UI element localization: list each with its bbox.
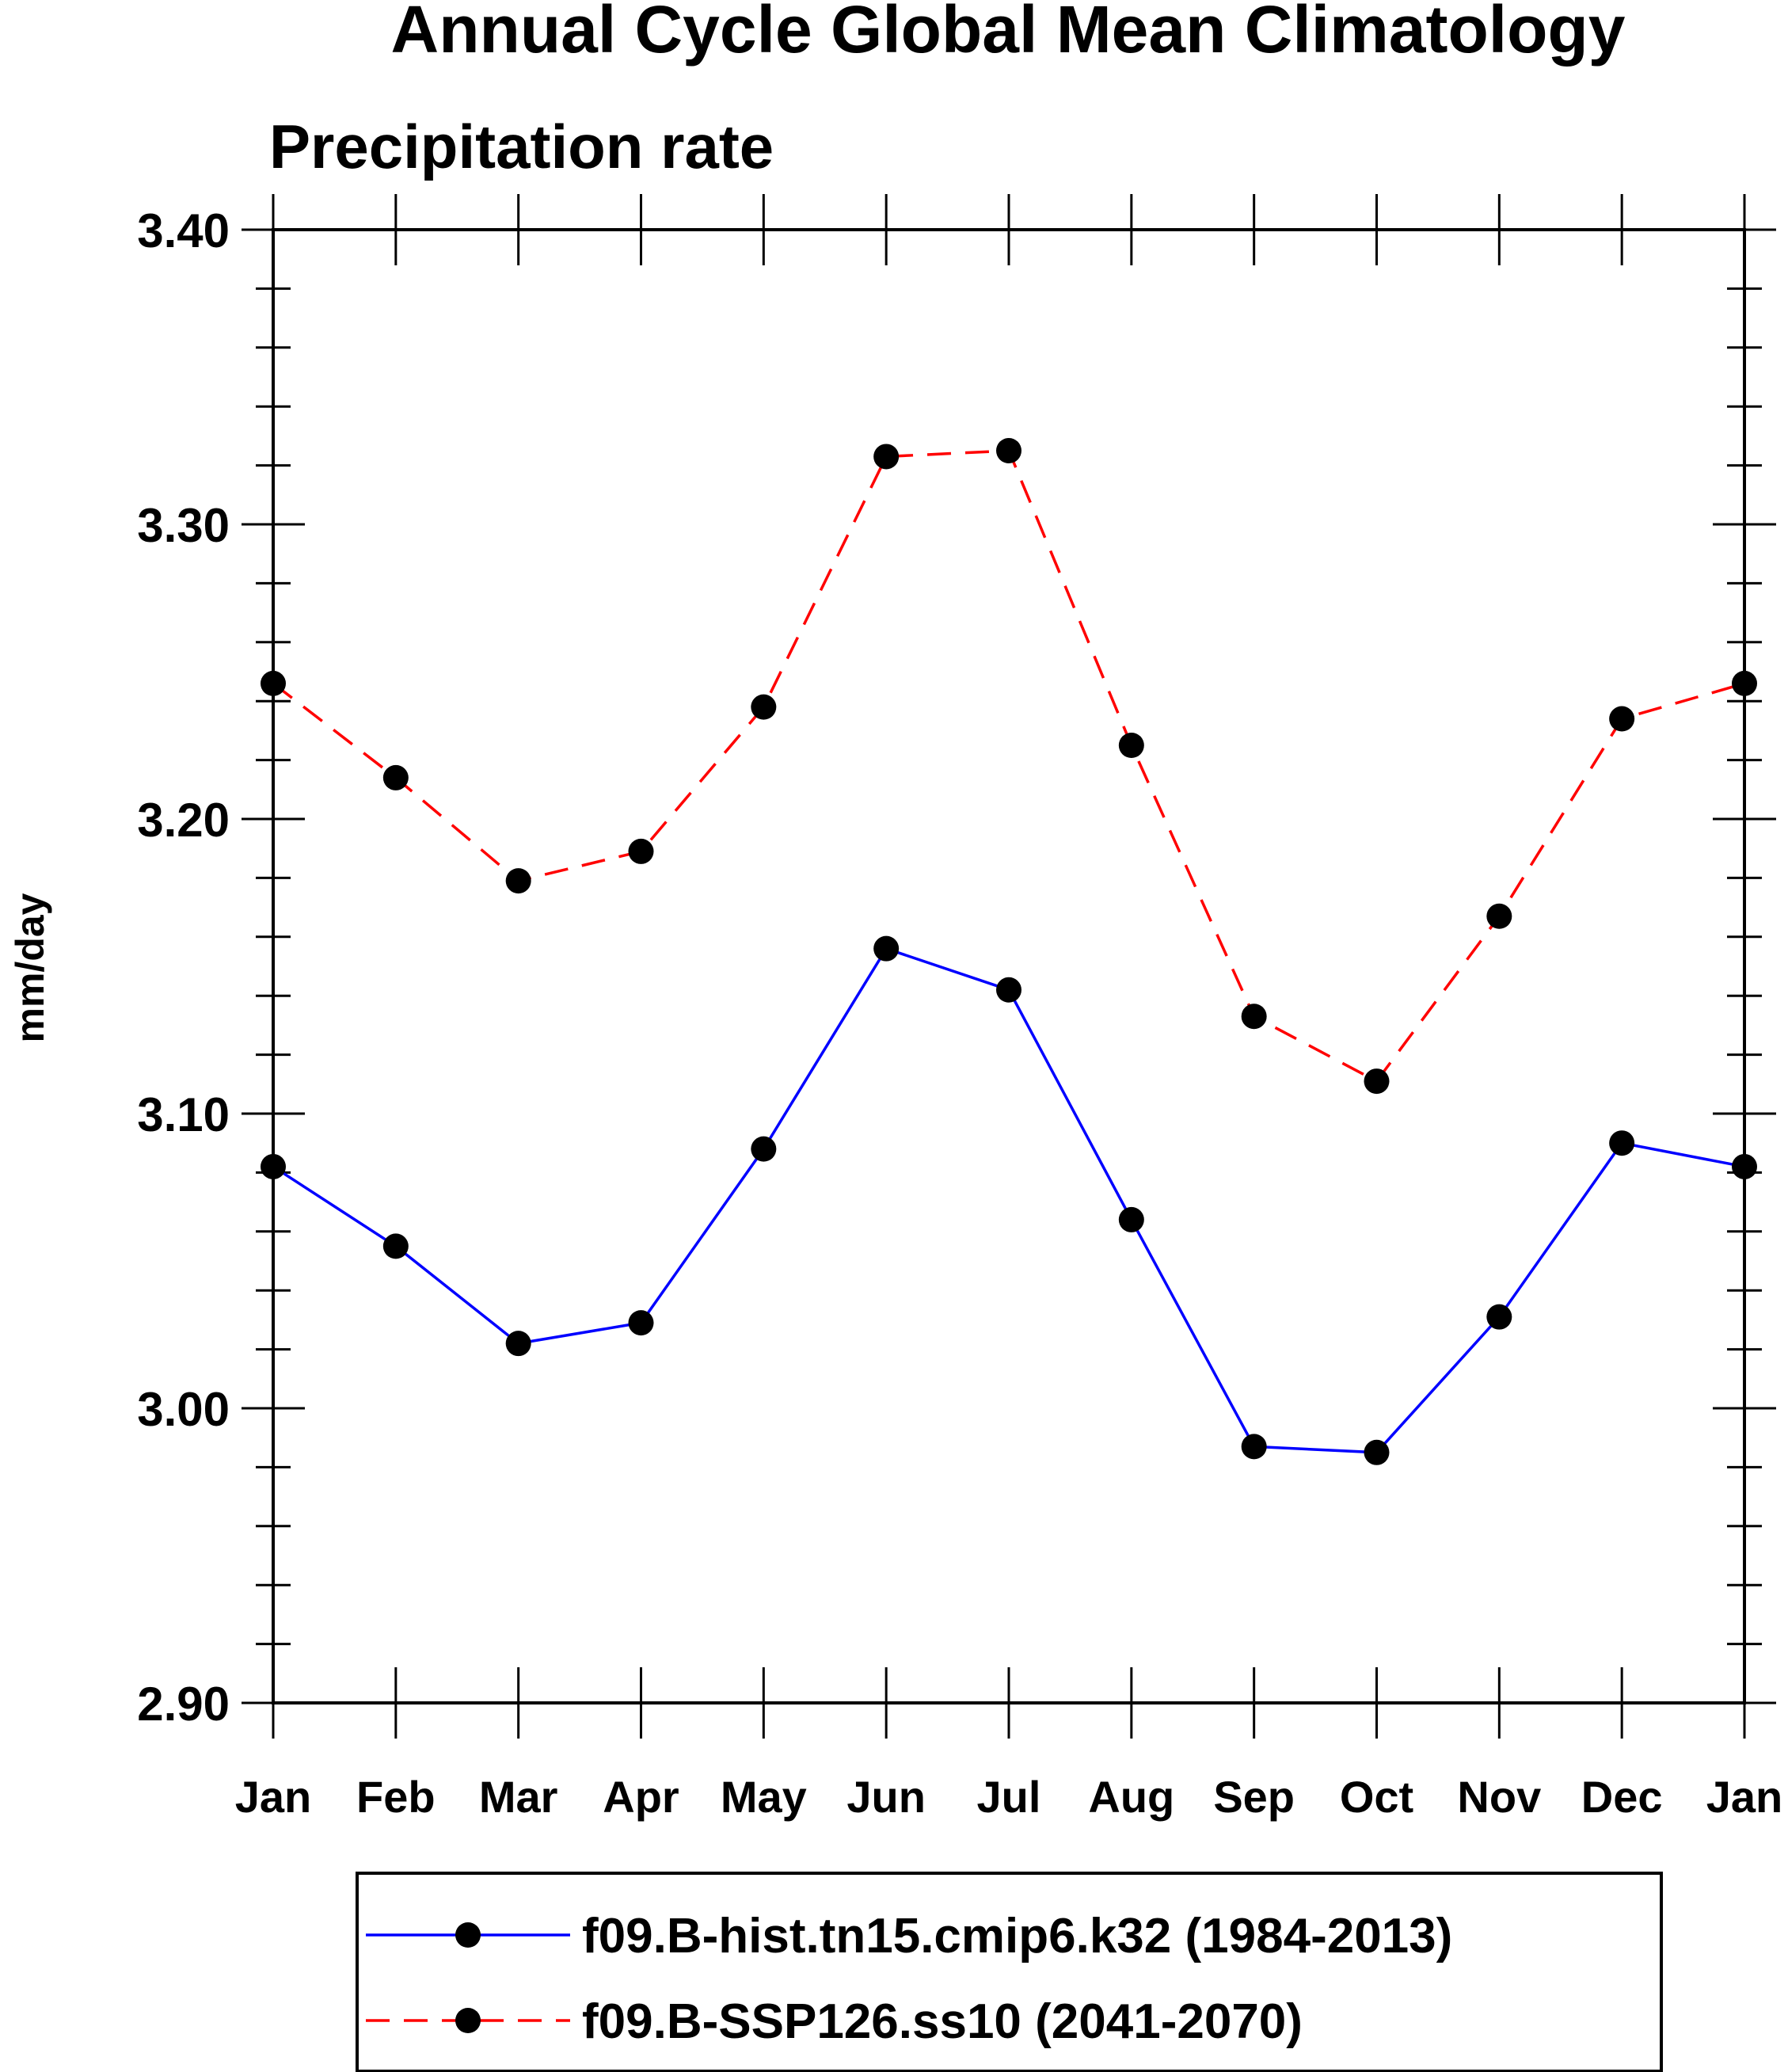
x-tick-label: Jan	[235, 1772, 312, 1822]
legend-marker-1	[455, 2008, 481, 2033]
data-point	[1732, 670, 1757, 696]
data-point	[1118, 733, 1144, 758]
y-axis-label: mm/day	[8, 893, 52, 1042]
y-tick-label: 3.30	[137, 499, 230, 552]
data-point	[1486, 1304, 1512, 1330]
data-point	[1241, 1004, 1267, 1030]
x-tick-label: Jul	[977, 1772, 1041, 1822]
x-tick-label: Feb	[356, 1772, 436, 1822]
y-tick-label: 3.10	[137, 1088, 230, 1141]
x-tick-label: Oct	[1340, 1772, 1413, 1822]
x-tick-label: Nov	[1457, 1772, 1541, 1822]
legend-label-1: f09.B-SSP126.ss10 (2041-2070)	[582, 1994, 1303, 2049]
data-point	[873, 935, 900, 962]
data-point	[382, 1233, 409, 1259]
y-tick-label: 3.40	[137, 204, 230, 257]
data-point	[1609, 706, 1635, 732]
y-tick-label: 2.90	[137, 1678, 230, 1731]
data-point	[1732, 1153, 1757, 1179]
data-point	[1241, 1434, 1267, 1460]
data-point	[261, 670, 286, 696]
x-tick-label: Jun	[846, 1772, 926, 1822]
data-point	[873, 444, 900, 470]
legend-entries: f09.B-hist.tn15.cmip6.k32 (1984-2013) f09…	[366, 1909, 1452, 2049]
legend-box	[356, 1872, 1663, 2072]
series-markers	[261, 438, 1757, 1465]
data-point	[751, 694, 777, 720]
y-tick-label: 3.00	[137, 1383, 230, 1436]
chart-title: Annual Cycle Global Mean Climatology	[391, 0, 1626, 67]
data-point	[1609, 1130, 1635, 1156]
x-tick-label: Mar	[479, 1772, 558, 1822]
legend-marker-0	[455, 1922, 481, 1948]
data-point	[628, 1310, 654, 1336]
series-lines	[272, 449, 1745, 1454]
legend-label-0: f09.B-hist.tn15.cmip6.k32 (1984-2013)	[582, 1909, 1452, 1963]
tick-labels: 2.90 3.00 3.10 3.20 3.30 3.40 Jan Feb Mar Apr May J…	[137, 204, 1782, 1822]
x-tick-label: Aug	[1088, 1772, 1174, 1822]
x-tick-label: May	[721, 1772, 807, 1822]
data-point	[1486, 903, 1512, 929]
data-point	[1364, 1439, 1390, 1465]
data-point	[996, 977, 1021, 1003]
x-tick-label: Dec	[1581, 1772, 1663, 1822]
x-tick-label: Sep	[1213, 1772, 1295, 1822]
data-point	[751, 1136, 777, 1162]
data-point	[1364, 1068, 1390, 1095]
legend: f09.B-hist.tn15.cmip6.k32 (1984-2013) f09…	[356, 1872, 1663, 2072]
y-tick-label: 3.20	[137, 794, 230, 847]
data-point	[382, 764, 409, 790]
x-tick-label: Apr	[603, 1772, 679, 1822]
series-line-0	[272, 946, 1745, 1454]
data-point	[628, 838, 654, 864]
chart-subtitle: Precipitation rate	[269, 112, 774, 181]
x-tick-label: Jan	[1706, 1772, 1783, 1822]
data-point	[505, 868, 531, 894]
data-point	[261, 1153, 286, 1179]
data-point	[1118, 1206, 1144, 1232]
data-point	[996, 438, 1021, 463]
data-point	[505, 1331, 531, 1357]
axis-ticks	[242, 194, 1776, 1739]
